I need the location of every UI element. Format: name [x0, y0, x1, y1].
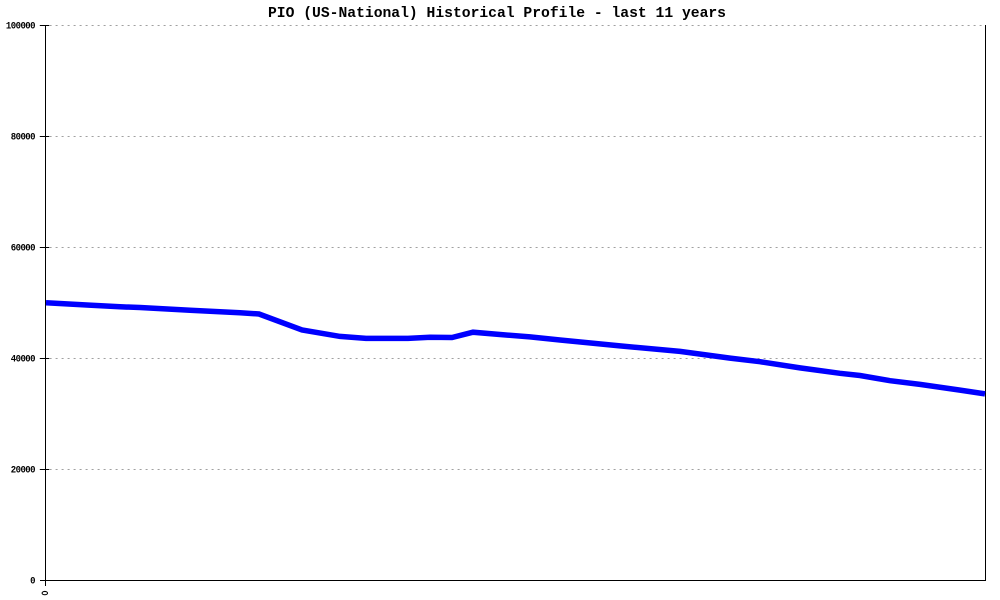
svg-text:100000: 100000	[6, 20, 36, 32]
svg-text:PIO (US-National) Historical P: PIO (US-National) Historical Profile - l…	[268, 4, 726, 22]
svg-text:0: 0	[30, 575, 36, 587]
svg-text:60000: 60000	[11, 242, 36, 254]
svg-text:20000: 20000	[11, 464, 36, 476]
svg-text:40000: 40000	[11, 353, 36, 365]
svg-text:80000: 80000	[11, 131, 36, 143]
